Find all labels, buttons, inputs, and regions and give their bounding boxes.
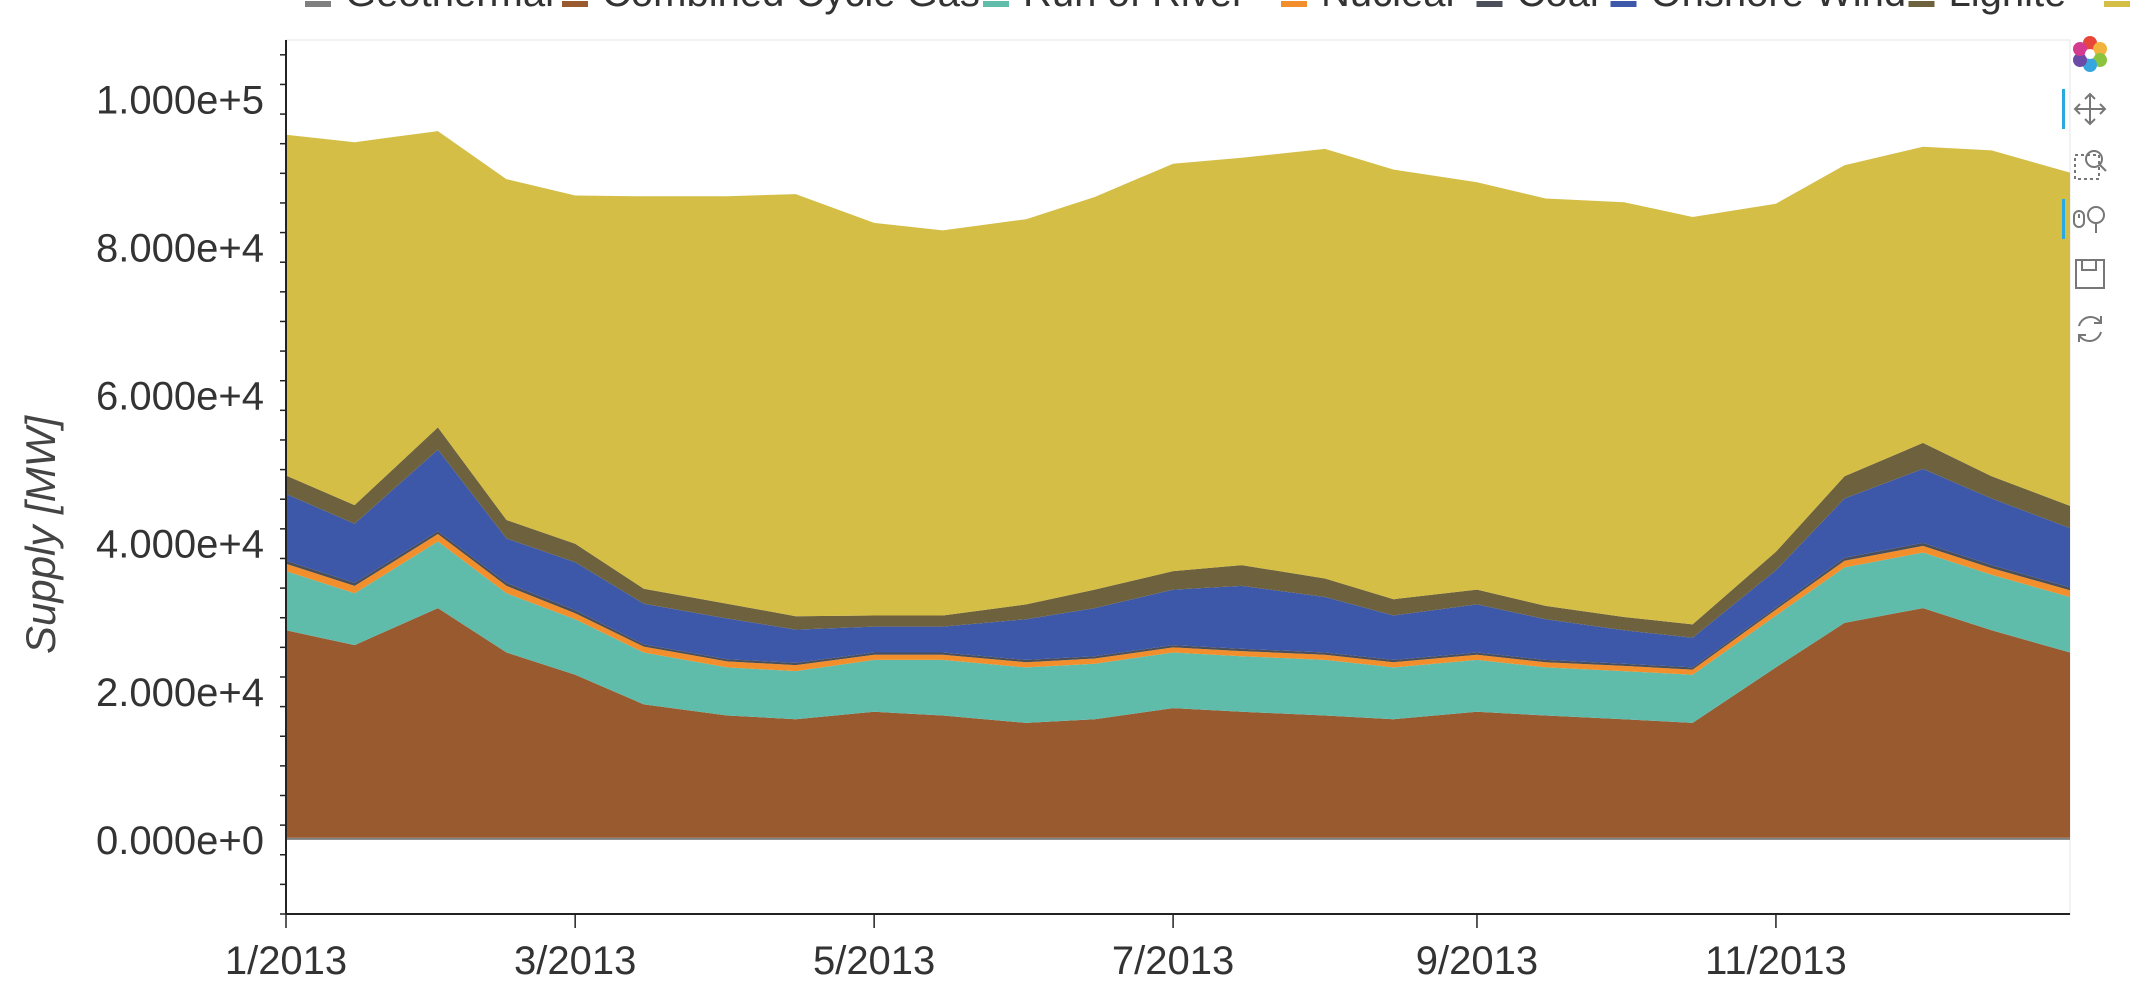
box-zoom-tool-icon[interactable] <box>2066 140 2114 188</box>
y-tick-label: 6.000e+4 <box>96 375 264 419</box>
area-run-of-river <box>286 541 2070 723</box>
series-areas <box>286 131 2070 840</box>
x-axis: 1/2013 3/2013 5/2013 7/2013 9/2013 11/2013 <box>225 913 2070 983</box>
x-tick-label: 5/2013 <box>813 939 935 983</box>
legend-label: Combined Cycle Gas <box>602 0 980 15</box>
legend-label: Nuclear <box>1321 0 1459 15</box>
y-tick-label: 0.000e+0 <box>96 819 264 863</box>
wheel-zoom-tool-icon[interactable] <box>2062 195 2114 243</box>
bokeh-logo-icon[interactable] <box>2066 30 2114 78</box>
x-tick-label: 9/2013 <box>1416 939 1538 983</box>
legend: Geothermal Combined Cycle Gas Run of River… <box>305 0 2130 15</box>
plot-toolbar <box>2062 30 2114 360</box>
y-tick-label: 8.000e+4 <box>96 226 264 270</box>
legend-label: Geothermal <box>345 0 554 15</box>
y-tick-label: 4.000e+4 <box>96 523 264 567</box>
area-onshore-wind <box>286 449 2070 668</box>
legend-label: Coal <box>1517 0 1599 15</box>
area-combined-cycle-gas <box>286 608 2070 838</box>
legend-label: Run of River <box>1023 0 1245 15</box>
y-axis: 0.000e+0 2.000e+4 4.000e+4 6.000e+4 8.000e+4… <box>96 40 287 915</box>
pan-tool-icon[interactable] <box>2062 85 2114 133</box>
x-tick-label: 1/2013 <box>225 939 347 983</box>
x-tick-label: 11/2013 <box>1705 939 1847 983</box>
y-tick-label: 1.000e+5 <box>96 78 264 122</box>
area-solar <box>286 131 2070 625</box>
x-tick-label: 3/2013 <box>514 939 636 983</box>
y-tick-label: 2.000e+4 <box>96 671 264 715</box>
legend-label: Onshore Wind <box>1651 0 1907 15</box>
reset-tool-icon[interactable] <box>2066 305 2114 353</box>
x-tick-label: 7/2013 <box>1112 939 1234 983</box>
save-tool-icon[interactable] <box>2066 250 2114 298</box>
area-geothermal <box>286 837 2070 840</box>
y-axis-label: Supply [MW] <box>17 415 64 654</box>
legend-label: Lignite <box>1949 0 2067 15</box>
